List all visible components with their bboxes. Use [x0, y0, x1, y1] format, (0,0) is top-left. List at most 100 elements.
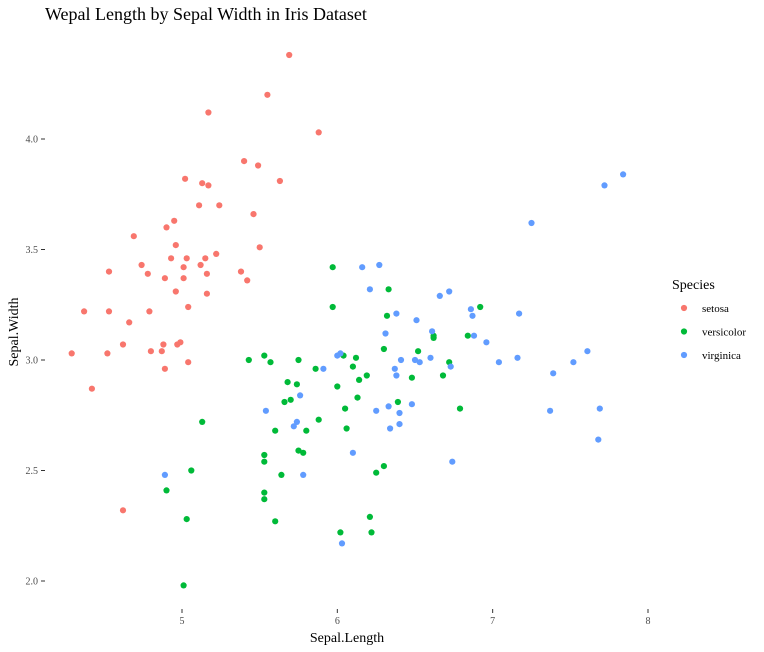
data-point-setosa: [241, 158, 248, 165]
data-point-virginica: [570, 359, 577, 366]
data-point-setosa: [163, 224, 170, 231]
data-point-virginica: [376, 261, 383, 269]
data-point-virginica: [387, 425, 394, 432]
data-point-setosa: [205, 182, 212, 189]
data-point-versicolor: [337, 529, 344, 536]
data-point-setosa: [146, 308, 153, 315]
data-point-virginica: [516, 310, 523, 317]
data-point-setosa: [88, 385, 95, 392]
data-point-versicolor: [334, 383, 341, 390]
data-point-versicolor: [261, 489, 268, 496]
data-point-setosa: [172, 242, 179, 249]
data-point-setosa: [126, 319, 133, 326]
x-tick-label: 6: [335, 616, 340, 627]
data-point-versicolor: [352, 354, 360, 361]
data-point-setosa: [244, 277, 251, 284]
data-point-versicolor: [415, 348, 422, 355]
data-point-setosa: [160, 341, 167, 348]
data-point-versicolor: [477, 303, 484, 311]
data-point-virginica: [337, 350, 344, 357]
data-point-setosa: [144, 270, 151, 277]
data-point-versicolor: [293, 381, 300, 388]
data-point-versicolor: [354, 394, 361, 401]
series-setosa: [68, 51, 322, 514]
data-point-versicolor: [456, 405, 464, 412]
data-point-versicolor: [245, 356, 252, 364]
data-point-setosa: [119, 341, 127, 348]
data-point-setosa: [250, 211, 257, 218]
data-point-versicolor: [163, 487, 170, 494]
data-point-versicolor: [464, 332, 471, 339]
legend-title: Species: [672, 278, 715, 293]
data-point-versicolor: [373, 469, 380, 476]
data-point-virginica: [514, 354, 521, 361]
data-point-versicolor: [261, 496, 268, 503]
data-point-setosa: [237, 268, 245, 275]
data-points: [68, 51, 627, 589]
data-point-setosa: [172, 288, 179, 295]
data-point-versicolor: [272, 427, 279, 434]
data-point-versicolor: [329, 264, 336, 271]
data-point-virginica: [161, 471, 168, 478]
series-virginica: [161, 171, 627, 547]
data-point-versicolor: [272, 518, 279, 525]
data-point-setosa: [130, 233, 137, 240]
legend-key-versicolor: [680, 328, 688, 335]
data-point-versicolor: [408, 374, 415, 381]
data-point-setosa: [177, 339, 184, 346]
data-point-versicolor: [261, 458, 268, 465]
legend-label-virginica: virginica: [702, 350, 741, 362]
data-point-virginica: [320, 365, 327, 372]
data-point-versicolor: [267, 359, 274, 366]
data-point-virginica: [595, 436, 602, 443]
legend: Species setosa versicolor virginica: [672, 278, 746, 362]
data-point-setosa: [138, 261, 145, 269]
data-point-setosa: [213, 250, 220, 257]
series-versicolor: [163, 264, 484, 589]
legend-key-setosa: [680, 304, 688, 312]
data-point-versicolor: [261, 352, 268, 359]
y-tick-label: 4.0: [26, 135, 39, 146]
data-point-setosa: [182, 175, 189, 182]
data-point-virginica: [397, 356, 405, 364]
data-point-versicolor: [315, 416, 322, 423]
data-point-versicolor: [183, 516, 190, 523]
chart-title: Wepal Length by Sepal Width in Iris Data…: [45, 4, 367, 24]
data-point-setosa: [158, 348, 165, 355]
data-point-virginica: [262, 407, 269, 414]
data-point-virginica: [385, 403, 392, 410]
data-point-versicolor: [180, 582, 187, 589]
data-point-virginica: [584, 348, 591, 355]
data-point-setosa: [199, 180, 206, 187]
data-point-virginica: [411, 356, 419, 364]
data-point-virginica: [382, 330, 389, 337]
data-point-versicolor: [383, 312, 391, 319]
data-point-versicolor: [261, 451, 268, 459]
data-point-versicolor: [439, 372, 447, 379]
data-point-versicolor: [368, 529, 375, 536]
legend-label-setosa: setosa: [702, 303, 729, 315]
data-point-setosa: [216, 202, 223, 209]
data-point-virginica: [470, 332, 478, 339]
data-point-virginica: [550, 370, 557, 377]
x-tick-label: 8: [645, 616, 650, 627]
data-point-versicolor: [349, 363, 356, 370]
data-point-virginica: [495, 359, 502, 366]
data-point-setosa: [68, 350, 75, 357]
data-point-versicolor: [356, 376, 363, 383]
data-point-setosa: [161, 275, 168, 282]
data-point-virginica: [393, 310, 400, 317]
y-axis: 2.0 2.5 3.0 3.5 4.0: [26, 135, 45, 588]
data-point-setosa: [205, 109, 212, 116]
data-point-versicolor: [329, 303, 336, 311]
data-point-virginica: [547, 407, 554, 414]
data-point-virginica: [483, 339, 490, 346]
data-point-versicolor: [188, 467, 195, 474]
y-tick-label: 2.0: [26, 577, 39, 588]
data-point-setosa: [202, 255, 209, 262]
x-tick-label: 7: [490, 616, 495, 627]
data-point-virginica: [359, 264, 366, 271]
y-axis-title: Sepal.Width: [7, 297, 22, 366]
data-point-versicolor: [380, 345, 387, 353]
